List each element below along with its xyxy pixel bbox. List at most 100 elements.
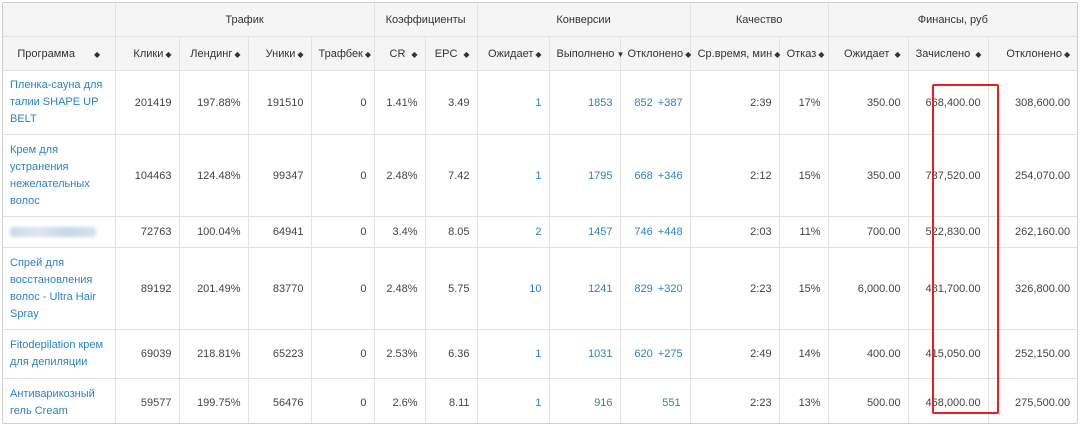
cell-conv-pending-link[interactable]: 1 <box>477 134 550 217</box>
col-conv-rejected[interactable]: Отклонено ◆ <box>620 36 692 71</box>
cell-uniques: 64941 <box>248 216 312 248</box>
col-fin-rejected[interactable]: Отклонено ◆ <box>988 36 1077 71</box>
col-conv-pending-label: Ожидает <box>488 47 534 60</box>
conv-rejected-link[interactable]: 668 <box>634 169 653 182</box>
col-fin-credited[interactable]: Зачислено ◆ <box>908 36 989 71</box>
sort-icon[interactable]: ◆ <box>535 49 542 59</box>
sort-icon[interactable]: ◆ <box>94 49 101 59</box>
sort-icon[interactable]: ◆ <box>165 49 172 59</box>
cell-conv-done-link[interactable]: 1241 <box>549 247 621 330</box>
sort-icon[interactable]: ◆ <box>411 49 418 59</box>
group-traffic: Трафик <box>115 3 375 37</box>
sort-icon[interactable]: ◆ <box>1063 49 1071 59</box>
program-link[interactable]: Пленка-сауна для талии SHAPE UP BELT <box>3 70 116 135</box>
col-epc[interactable]: EPC ◆ <box>425 36 478 71</box>
col-fin-pending-label: Ожидает <box>844 47 890 60</box>
sort-desc-icon[interactable]: ▼ <box>616 49 625 59</box>
conv-rejected-link[interactable]: 746 <box>634 226 653 238</box>
group-finance: Финансы, руб <box>828 3 1077 37</box>
sort-icon[interactable]: ◆ <box>685 49 692 59</box>
sort-icon[interactable]: ◆ <box>975 49 982 59</box>
cell-conv-rejected[interactable]: 852 +387 <box>620 70 691 135</box>
cell-fin-credited: 458,000.00 <box>908 378 989 423</box>
cell-bounce: 15% <box>779 134 829 217</box>
cell-conv-done-link[interactable]: 1457 <box>549 216 621 248</box>
col-avg-time[interactable]: Ср.время, мин ◆ <box>690 36 781 71</box>
col-fin-pending[interactable]: Ожидает ◆ <box>828 36 909 71</box>
sort-icon[interactable]: ◆ <box>463 49 470 59</box>
col-landing[interactable]: Лендинг ◆ <box>179 36 249 71</box>
col-uniques[interactable]: Уники ◆ <box>248 36 312 71</box>
cell-conv-done-link[interactable]: 1031 <box>549 329 621 379</box>
cell-conv-pending-link[interactable]: 1 <box>477 329 550 379</box>
program-link[interactable]: Крем для устранения нежелательных волос <box>3 134 116 217</box>
conv-rejected-link[interactable]: 852 <box>634 96 653 109</box>
cell-epc: 5.75 <box>425 247 478 330</box>
cell-cr: 2.48% <box>374 247 426 330</box>
col-conv-done-label: Выполнено <box>556 47 615 60</box>
col-conv-done[interactable]: Выполнено ▼ <box>549 36 624 71</box>
cell-clicks: 59577 <box>115 378 180 423</box>
cell-conv-rejected[interactable]: 746 +448 <box>620 216 691 248</box>
cell-trafback: 0 <box>311 216 375 248</box>
cell-conv-rejected[interactable]: 829 +320 <box>620 247 691 330</box>
col-fin-rejected-label: Отклонено <box>1006 47 1062 60</box>
sort-icon[interactable]: ◆ <box>364 49 372 59</box>
conv-rejected-plus-link[interactable]: +346 <box>657 169 683 182</box>
cell-conv-pending-link[interactable]: 2 <box>477 216 550 248</box>
cell-fin-credited: 668,400.00 <box>908 70 989 135</box>
cell-conv-rejected[interactable]: 620 +275 <box>620 329 691 379</box>
cell-landing: 199.75% <box>179 378 249 423</box>
col-program[interactable]: Программа ◆ <box>3 36 116 71</box>
group-header-row: Трафик Коэффициенты Конверсии Качество Ф… <box>3 3 1077 37</box>
col-epc-label: EPC <box>434 47 458 60</box>
cell-trafback: 0 <box>311 247 375 330</box>
cell-conv-pending-link[interactable]: 1 <box>477 70 550 135</box>
program-link[interactable]: Спрей для восстановления волос - Ultra H… <box>3 247 116 330</box>
col-cr[interactable]: CR ◆ <box>374 36 426 71</box>
conv-rejected-link[interactable]: 620 <box>634 348 653 360</box>
cell-conv-done-link[interactable]: 1795 <box>549 134 621 217</box>
cell-cr: 2.6% <box>374 378 426 423</box>
cell-uniques: 65223 <box>248 329 312 379</box>
cell-epc: 3.49 <box>425 70 478 135</box>
cell-epc: 8.05 <box>425 216 478 248</box>
cell-conv-pending-link[interactable]: 10 <box>477 247 550 330</box>
program-link[interactable]: Fitodepilation крем для депиляции <box>3 329 116 379</box>
col-avg-time-label: Ср.время, мин <box>697 47 773 60</box>
cell-clicks: 72763 <box>115 216 180 248</box>
cell-conv-rejected[interactable]: 551 <box>620 378 691 423</box>
sort-icon[interactable]: ◆ <box>818 49 825 59</box>
sort-icon[interactable]: ◆ <box>774 49 781 59</box>
cell-conv-done-link[interactable]: 916 <box>549 378 621 423</box>
col-trafback[interactable]: Трафбек ◆ <box>311 36 375 71</box>
program-link[interactable]: Антиварикозный гель Cream <box>3 378 116 423</box>
sort-icon[interactable]: ◆ <box>297 49 304 59</box>
conv-rejected-plus-link[interactable]: +320 <box>657 282 683 295</box>
col-conv-pending[interactable]: Ожидает ◆ <box>477 36 550 71</box>
conv-rejected-plus-link[interactable]: +448 <box>657 226 683 238</box>
cell-conv-pending-link[interactable]: 1 <box>477 378 550 423</box>
cell-avg-time: 2:49 <box>690 329 780 379</box>
conv-rejected-link[interactable]: 551 <box>662 396 681 409</box>
group-quality: Качество <box>690 3 829 37</box>
col-bounce[interactable]: Отказ ◆ <box>779 36 829 71</box>
col-clicks[interactable]: Клики ◆ <box>115 36 180 71</box>
cell-landing: 201.49% <box>179 247 249 330</box>
col-trafback-label: Трафбек <box>318 47 363 60</box>
sort-icon[interactable]: ◆ <box>234 49 241 59</box>
conv-rejected-plus-link[interactable]: +387 <box>657 96 683 109</box>
conv-rejected-link[interactable]: 829 <box>634 282 653 295</box>
cell-conv-done-link[interactable]: 1853 <box>549 70 621 135</box>
blurred-program-name <box>10 226 96 237</box>
cell-trafback: 0 <box>311 378 375 423</box>
group-coefficients: Коэффициенты <box>374 3 478 37</box>
sort-icon[interactable]: ◆ <box>894 49 901 59</box>
conv-rejected-plus-link[interactable]: +275 <box>657 348 683 360</box>
cell-epc: 6.36 <box>425 329 478 379</box>
table-row: Fitodepilation крем для депиляции 69039 … <box>3 329 1077 379</box>
cell-bounce: 14% <box>779 329 829 379</box>
cell-conv-rejected[interactable]: 668 +346 <box>620 134 691 217</box>
cell-clicks: 104463 <box>115 134 180 217</box>
program-link-blurred[interactable] <box>3 216 116 248</box>
